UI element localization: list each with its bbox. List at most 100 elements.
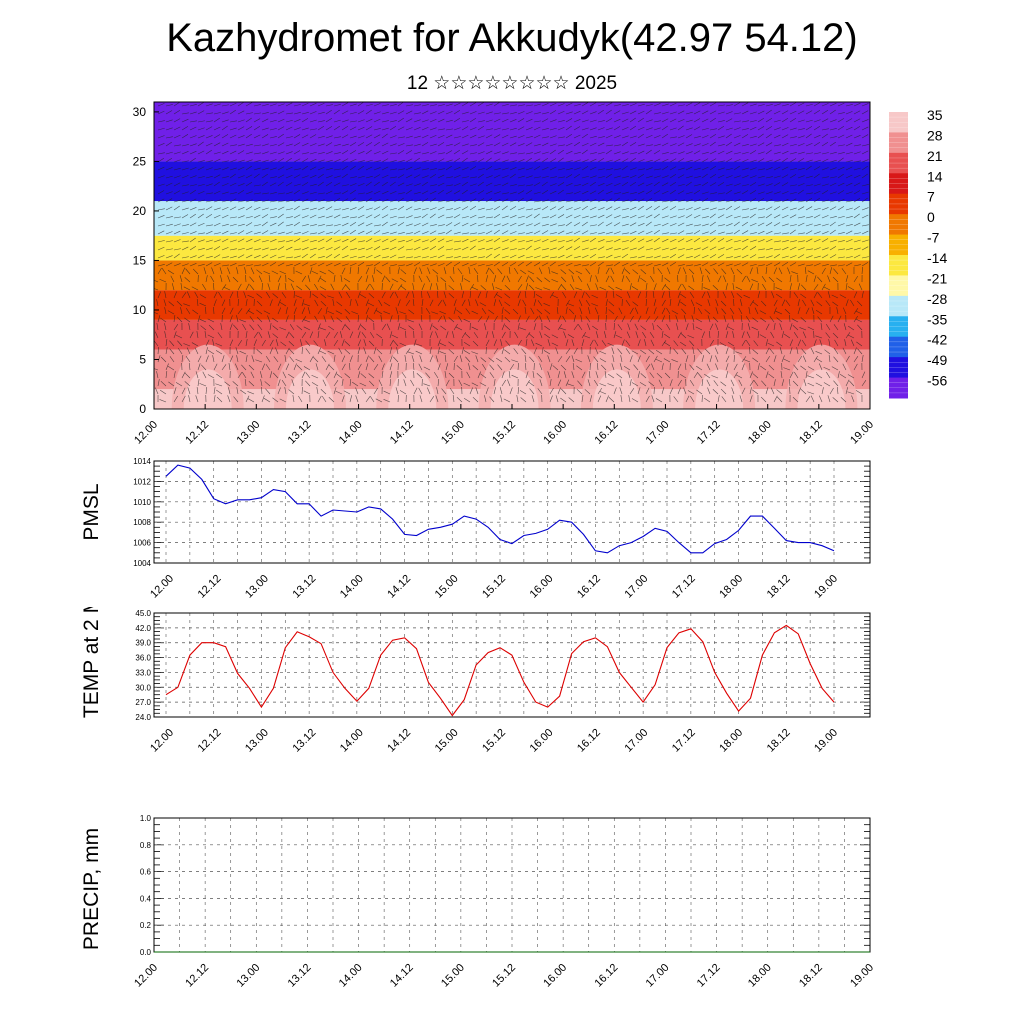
wind-barb <box>389 231 397 235</box>
wind-barb <box>685 248 693 251</box>
wind-barb <box>657 268 663 275</box>
wind-barb <box>514 267 519 275</box>
wind-barb <box>709 102 717 107</box>
wind-barb <box>752 373 759 379</box>
wind-barb <box>405 215 413 219</box>
wind-barb <box>685 264 693 267</box>
wind-barb <box>245 238 253 243</box>
wind-barb <box>506 275 511 283</box>
wind-barb <box>236 387 239 395</box>
wind-barb <box>625 348 631 355</box>
wind-barb <box>581 239 589 243</box>
wind-barb <box>565 168 573 171</box>
wind-barb <box>253 199 261 203</box>
wind-barb <box>555 395 559 403</box>
wind-barb <box>829 206 837 211</box>
wind-barb <box>477 158 485 163</box>
wind-barb <box>565 150 573 155</box>
wind-barb <box>381 127 389 131</box>
wind-barb <box>197 110 205 115</box>
wind-barb <box>493 261 500 267</box>
wind-barb <box>436 275 439 283</box>
wind-barb <box>605 127 613 131</box>
wind-barb <box>228 363 231 371</box>
wind-barb <box>395 387 399 395</box>
wind-barb <box>701 216 709 219</box>
x-tick-label: 17.12 <box>670 727 698 755</box>
wind-barb <box>285 119 293 123</box>
wind-barb <box>173 331 177 339</box>
wind-barb <box>685 151 693 155</box>
wind-barb <box>325 142 333 147</box>
wind-barb <box>685 143 693 147</box>
wind-barb <box>469 176 477 179</box>
wind-barb <box>853 151 861 155</box>
wind-barb <box>525 111 533 115</box>
wind-barb <box>807 326 815 331</box>
wind-barb <box>280 341 287 347</box>
wind-barb <box>712 285 719 291</box>
wind-barb <box>693 158 701 163</box>
wind-barb <box>485 157 492 163</box>
wind-barb <box>509 199 517 203</box>
wind-barb <box>217 332 223 339</box>
wind-barb <box>645 127 653 131</box>
wind-barb <box>853 198 861 203</box>
wind-barb <box>677 299 681 307</box>
wind-barb <box>789 339 793 347</box>
wind-barb <box>773 299 778 307</box>
wind-barb <box>213 239 221 243</box>
wind-barb <box>765 213 772 219</box>
wind-barb <box>701 143 709 147</box>
wind-barb <box>613 387 617 395</box>
wind-barb <box>708 331 711 339</box>
wind-barb <box>293 183 301 187</box>
wind-barb <box>517 247 525 251</box>
wind-barb <box>541 157 549 163</box>
wind-barb <box>653 237 660 243</box>
wind-barb <box>725 355 730 363</box>
wind-barb <box>693 214 701 219</box>
wind-barb <box>826 371 831 379</box>
wind-barb <box>301 386 303 395</box>
wind-barb <box>697 348 703 355</box>
wind-barb <box>717 262 725 267</box>
wind-barb <box>477 125 485 131</box>
wind-barb <box>661 175 669 179</box>
wind-barb <box>272 325 279 331</box>
wind-barb <box>301 198 309 203</box>
wind-barb <box>365 142 373 147</box>
wind-barb <box>629 125 637 131</box>
wind-barb <box>789 229 796 235</box>
wind-barb <box>386 323 391 331</box>
wind-barb <box>489 268 495 275</box>
wind-barb <box>320 300 327 307</box>
wind-barb <box>781 127 789 131</box>
wind-barb <box>535 342 543 347</box>
wind-barb <box>305 340 311 347</box>
wind-barb <box>229 159 237 163</box>
wind-barb <box>725 223 733 227</box>
wind-barb <box>159 389 167 395</box>
wind-barb <box>765 159 773 163</box>
wind-barb <box>581 371 586 379</box>
wind-barb <box>445 379 450 387</box>
temperature-band <box>154 161 870 202</box>
wind-barb <box>661 363 664 371</box>
wind-barb <box>685 119 693 123</box>
wind-barb <box>365 230 373 235</box>
wind-barb <box>365 238 373 243</box>
wind-barb <box>445 176 453 179</box>
wind-barb <box>551 279 559 283</box>
wind-barb <box>741 151 749 155</box>
wind-barb <box>557 182 565 187</box>
wind-barb <box>325 167 333 171</box>
wind-barb <box>621 118 629 123</box>
wind-barb <box>507 379 511 387</box>
wind-barb <box>741 199 749 203</box>
wind-barb <box>715 363 719 371</box>
wind-barb <box>714 347 719 355</box>
wind-barb <box>781 246 789 251</box>
wind-barb <box>365 214 373 219</box>
